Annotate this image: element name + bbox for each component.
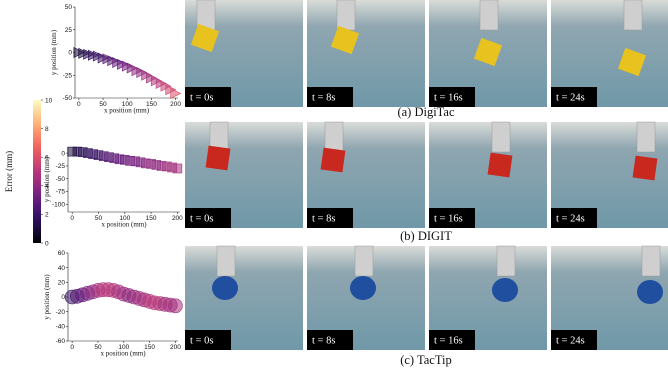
robot-arm [479,0,499,31]
x-tick-label: 50 [94,344,102,351]
object [205,145,231,171]
time-label: t = 24s [556,336,585,347]
x-tick-label: 100 [118,344,129,351]
time-label-bg [307,87,353,107]
colorbar-label: Error (mm) [4,151,14,192]
object [473,37,503,67]
x-tick-label: 50 [95,215,103,222]
x-tick-label: 150 [146,101,157,108]
object [350,276,376,300]
time-label: t = 24s [556,93,585,104]
y-tick-label: -50 [63,95,73,102]
time-label: t = 8s [312,214,335,225]
y-axis-label: y position (mm) [43,274,51,320]
colorbar-tick-label: 2 [45,212,49,219]
time-label: t = 0s [190,214,213,225]
object [320,147,346,173]
time-label-bg [429,87,475,107]
colorbar-tick-label: 10 [45,97,53,104]
y-tick-label: -60 [56,338,66,345]
point [172,163,183,174]
robot-arm [641,245,661,277]
robot-arm [336,0,356,31]
y-tick-label: 0 [61,294,65,301]
time-label: t = 16s [434,214,463,225]
colorbar-tick-label: 8 [45,126,49,133]
time-label-bg [185,330,231,350]
x-tick-label: 0 [70,215,74,222]
x-tick-label: 0 [77,101,81,108]
robot-arm [216,245,236,277]
time-label-bg [429,330,475,350]
x-tick-label: 150 [146,215,157,222]
time-label-bg [551,208,597,228]
y-tick-label: 0 [61,150,65,157]
caption: (a) DigiTac [397,105,455,119]
time-label: t = 0s [190,93,213,104]
time-label: t = 0s [190,336,213,347]
x-axis-label: x position (mm) [104,107,150,115]
y-tick-label: -40 [56,324,66,331]
y-tick-label: -100 [52,202,65,209]
robot-arm [324,121,344,153]
time-label-bg [185,87,231,107]
y-tick-label: 40 [58,265,66,272]
x-tick-label: 50 [99,101,107,108]
y-tick-label: -50 [56,176,66,183]
y-tick-label: -25 [63,72,73,79]
x-tick-label: 200 [170,101,181,108]
y-tick-label: 0 [68,50,72,57]
x-tick-label: 150 [144,344,155,351]
time-label-bg [551,87,597,107]
time-label: t = 8s [312,93,335,104]
time-label-bg [307,330,353,350]
colorbar-tick-label: 4 [45,183,49,190]
x-tick-label: 200 [172,215,183,222]
object [632,155,658,181]
object [212,276,238,300]
y-axis-label: y position (mm) [50,29,58,75]
y-tick-label: 60 [58,250,66,257]
point [168,298,183,314]
colorbar-tick-label: 0 [45,240,49,247]
object [190,23,220,53]
time-label: t = 16s [434,336,463,347]
robot-arm [623,0,643,31]
x-tick-label: 100 [122,101,133,108]
point [170,87,182,99]
time-label: t = 16s [434,93,463,104]
time-label-bg [185,208,231,228]
object [617,47,647,77]
time-label: t = 24s [556,214,585,225]
object [637,280,663,304]
x-tick-label: 200 [170,344,181,351]
robot-arm [636,121,656,153]
object [492,278,518,302]
colorbar-tick-label: 6 [45,155,49,162]
colorbar [33,100,41,243]
y-tick-label: 50 [65,4,73,11]
time-label-bg [307,208,353,228]
x-axis-label: x position (mm) [101,221,147,229]
caption: (c) TacTip [400,353,452,367]
robot-arm [491,121,511,153]
x-tick-label: 0 [70,344,74,351]
y-axis-label: y position (mm) [43,156,51,202]
time-label: t = 8s [312,336,335,347]
object [487,152,513,178]
x-tick-label: 100 [119,215,130,222]
time-label-bg [551,330,597,350]
caption: (b) DIGIT [400,229,452,243]
object [330,25,360,55]
y-tick-label: 20 [58,280,66,287]
x-axis-label: x position (mm) [100,350,146,358]
time-label-bg [429,208,475,228]
y-tick-label: -20 [56,309,66,316]
y-tick-label: -25 [56,163,66,170]
robot-arm [496,245,516,277]
y-tick-label: -75 [56,189,66,196]
robot-arm [354,245,374,277]
y-tick-label: 25 [65,27,73,34]
